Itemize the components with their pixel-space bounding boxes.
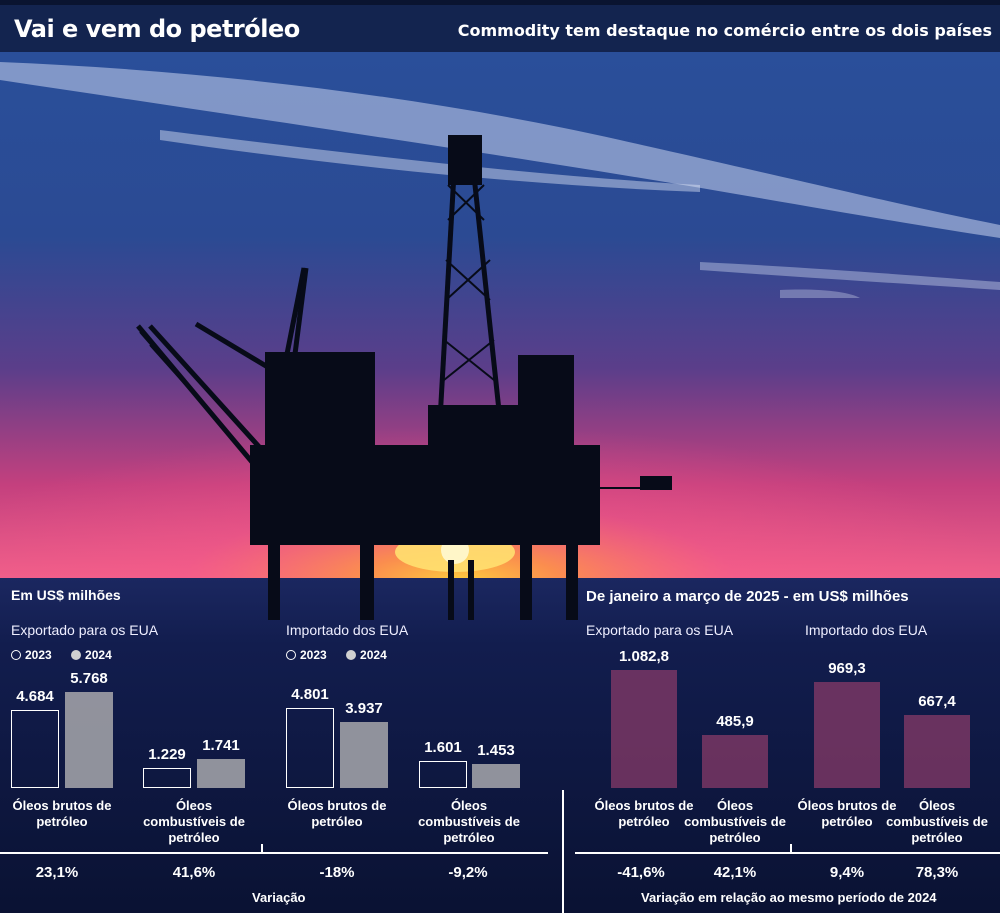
legend-2024-label: 2024 — [85, 648, 112, 662]
category-label-imported-crude: Óleos brutos de petróleo — [287, 798, 387, 829]
variation-2025-exported-fuel: 42,1% — [713, 864, 757, 881]
bar-2025-imported-fuel — [904, 715, 970, 788]
value-label-exported-fuel-2023: 1.229 — [148, 746, 186, 763]
category-label-imported-fuel: Óleos combustíveis de petróleo — [418, 798, 520, 845]
bar-imported-crude-2024 — [340, 722, 388, 788]
category-label-2025-imported-fuel: Óleos combustíveis de petróleo — [886, 798, 988, 845]
bar-imported-fuel-2024 — [472, 764, 520, 788]
category-label-exported-fuel: Óleos combustíveis de petróleo — [143, 798, 245, 845]
section-divider — [562, 790, 564, 913]
legend-2024-marker — [346, 650, 357, 660]
oil-platform-photo — [0, 52, 1000, 913]
variation-exported-crude: 23,1% — [35, 864, 79, 881]
variation-imported-crude: -18% — [319, 864, 355, 881]
bar-exported-fuel-2023 — [143, 768, 191, 788]
value-label-imported-fuel-2024: 1.453 — [477, 742, 515, 759]
category-label-2025-exported-crude: Óleos brutos de petróleo — [594, 798, 694, 829]
bar-exported-crude-2023 — [11, 710, 59, 788]
variation-2025-exported-crude: -41,6% — [617, 864, 665, 881]
category-label-exported-crude: Óleos brutos de petróleo — [12, 798, 112, 829]
bar-imported-crude-2023 — [286, 708, 334, 788]
value-label-2025-imported-fuel: 667,4 — [918, 693, 956, 710]
legend-2024-marker — [71, 650, 82, 660]
variation-2025-imported-crude: 9,4% — [829, 864, 865, 881]
value-label-2025-imported-crude: 969,3 — [828, 660, 866, 677]
value-label-imported-fuel-2023: 1.601 — [424, 739, 462, 756]
value-label-imported-crude-2024: 3.937 — [345, 700, 383, 717]
left-unit-label: Em US$ milhões — [11, 587, 121, 603]
legend-imported: 2023 2024 — [286, 648, 387, 662]
value-label-2025-exported-crude: 1.082,8 — [618, 648, 670, 665]
value-label-imported-crude-2023: 4.801 — [291, 686, 329, 703]
baseline-right — [575, 852, 1000, 854]
panel-title-imported-2025: Importado dos EUA — [805, 622, 928, 638]
variation-imported-fuel: -9,2% — [448, 864, 488, 881]
variation-caption-left: Variação — [252, 890, 306, 905]
panel-title-imported-2023-2024: Importado dos EUA — [286, 622, 409, 638]
legend-2024-label: 2024 — [360, 648, 387, 662]
value-label-exported-crude-2023: 4.684 — [16, 688, 54, 705]
bar-2025-imported-crude — [814, 682, 880, 788]
category-label-2025-exported-fuel: Óleos combustíveis de petróleo — [684, 798, 786, 845]
right-unit-label: De janeiro a março de 2025 - em US$ milh… — [586, 588, 909, 605]
panel-title-exported-2025: Exportado para os EUA — [586, 622, 734, 638]
variation-2025-imported-fuel: 78,3% — [915, 864, 959, 881]
page-title: Vai e vem do petróleo — [14, 15, 300, 43]
legend-2023-label: 2023 — [25, 648, 52, 662]
baseline-left — [0, 852, 548, 854]
value-label-exported-crude-2024: 5.768 — [70, 670, 108, 687]
value-label-2025-exported-fuel: 485,9 — [716, 713, 754, 730]
legend-2023-marker — [286, 650, 296, 660]
variation-exported-fuel: 41,6% — [172, 864, 216, 881]
bar-2025-exported-fuel — [702, 735, 768, 788]
bar-imported-fuel-2023 — [419, 761, 467, 788]
bar-exported-crude-2024 — [65, 692, 113, 788]
page-subtitle: Commodity tem destaque no comércio entre… — [457, 21, 992, 40]
bar-exported-fuel-2024 — [197, 759, 245, 788]
legend-2023-marker — [11, 650, 21, 660]
legend-2023-label: 2023 — [300, 648, 327, 662]
header-bar: Vai e vem do petróleo Commodity tem dest… — [0, 0, 1000, 52]
bar-2025-exported-crude — [611, 670, 677, 788]
legend-exported: 2023 2024 — [11, 648, 112, 662]
tick-right — [790, 844, 792, 853]
category-label-2025-imported-crude: Óleos brutos de petróleo — [797, 798, 897, 829]
tick-left — [261, 844, 263, 853]
panel-title-exported-2023-2024: Exportado para os EUA — [11, 622, 159, 638]
variation-caption-right: Variação em relação ao mesmo período de … — [641, 890, 937, 905]
value-label-exported-fuel-2024: 1.741 — [202, 737, 240, 754]
